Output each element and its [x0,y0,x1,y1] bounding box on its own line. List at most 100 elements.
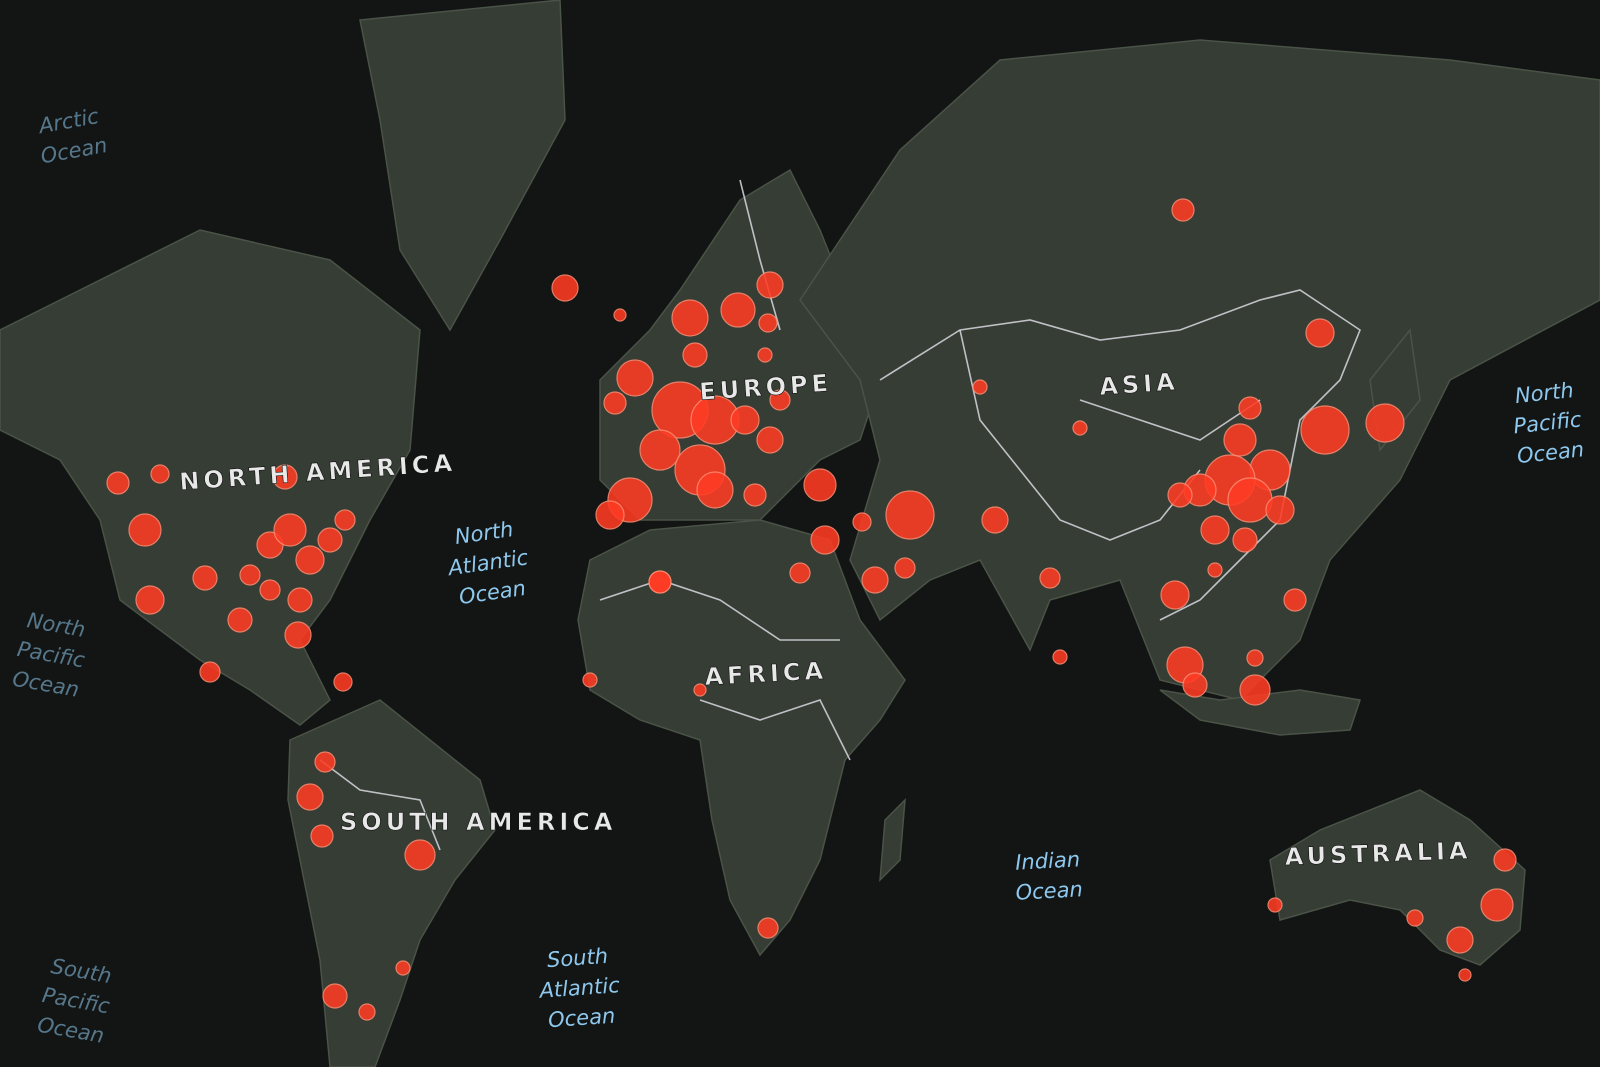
borders [319,179,1361,851]
hotspot [199,661,221,683]
hotspot [852,512,872,532]
ocean-label-line: Ocean [1015,877,1083,904]
hotspot [1232,527,1258,553]
hotspot [648,570,672,594]
hotspot [272,464,298,490]
hotspot [1160,580,1190,610]
hotspot [616,359,654,397]
hotspot [1406,909,1424,927]
hotspot [273,513,307,547]
hotspot [730,405,760,435]
hotspot [758,313,778,333]
hotspot [296,783,324,811]
ocean-label-line: Indian [1015,847,1081,874]
hotspot [1267,897,1283,913]
hotspot [1305,318,1335,348]
hotspot [682,342,708,368]
hotspot [671,299,709,337]
hotspot [358,1003,376,1021]
hotspot [1200,515,1230,545]
hotspot [1480,888,1514,922]
hotspot [1167,482,1193,508]
border-line [319,759,441,851]
hotspot [743,483,767,507]
hotspot [135,585,165,615]
border-line [739,179,781,331]
hotspot [287,587,313,613]
border-line [959,329,1201,541]
hotspot [551,274,579,302]
hotspot [227,607,253,633]
hotspot [334,509,356,531]
hotspot [128,513,162,547]
north-america [0,229,421,726]
hotspot [1238,396,1262,420]
hotspot [972,379,988,395]
hotspot [259,579,281,601]
hotspot [810,525,840,555]
hotspot [756,426,784,454]
hotspot [1223,423,1257,457]
border-line [699,699,851,761]
hotspot [757,347,773,363]
hotspot [1265,495,1295,525]
hotspot [981,506,1009,534]
hotspot [613,308,627,322]
hotspot [720,292,756,328]
hotspot [603,391,627,415]
hotspot [1171,198,1195,222]
greenland [359,0,566,332]
hotspot [1239,674,1271,706]
hotspot [239,564,261,586]
hotspot [1052,649,1068,665]
hotspot [1227,477,1273,523]
hotspot [322,983,348,1009]
hotspot [595,500,625,530]
hotspot [1493,848,1517,872]
hotspot [769,389,791,411]
ocean-label-line: South [546,944,609,972]
hotspot [756,271,784,299]
border-line [1079,399,1261,441]
hotspot [1283,588,1307,612]
continent-label: SOUTH AMERICA [340,808,616,836]
hotspot [106,471,130,495]
ocean-label: Indian Ocean [1013,847,1083,904]
hotspot [314,751,336,773]
hotspot [894,557,916,579]
hotspot [582,672,598,688]
madagascar [879,798,906,882]
continent-label: AUSTRALIA [1284,836,1472,871]
continent-label: ASIA [1098,368,1179,401]
hotspot [317,527,343,553]
indonesia [1159,689,1361,736]
hotspot [1246,649,1264,667]
hotspot [284,621,312,649]
hotspot [1039,567,1061,589]
hotspot [1182,672,1208,698]
hotspot [1207,562,1223,578]
hotspot [1458,968,1472,982]
australia [1269,789,1526,966]
hotspot [1300,405,1350,455]
hotspot [693,683,707,697]
hotspot [639,429,681,471]
ocean-label: SouthAtlanticOcean [535,943,623,1033]
hotspot [333,672,353,692]
hotspot [757,917,779,939]
ocean-label-line: Ocean [547,1004,616,1033]
hotspot [1072,420,1088,436]
hotspot [395,960,411,976]
hotspot [1446,926,1474,954]
hotspots [106,198,1517,1021]
south-america [287,699,496,1067]
hotspot [295,545,325,575]
ocean-label-line: Atlantic [537,973,621,1003]
hotspot [404,839,436,871]
hotspot [310,824,334,848]
hotspot [696,471,734,509]
hotspot [885,490,935,540]
hotspot [789,562,811,584]
border-line [879,289,1361,621]
